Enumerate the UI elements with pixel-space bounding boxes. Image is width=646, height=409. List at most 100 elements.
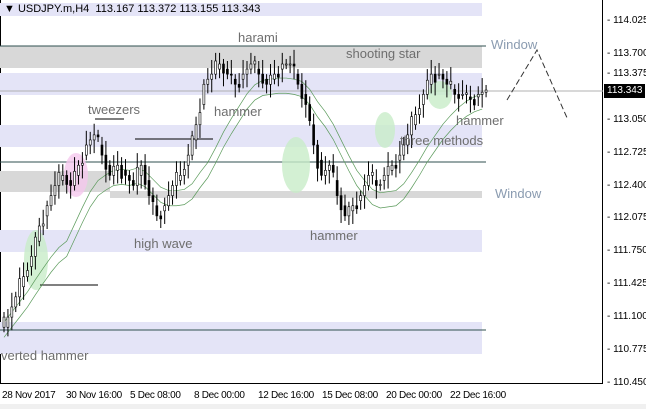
pattern-highlight <box>282 137 310 193</box>
moving-average <box>3 92 483 338</box>
candle-body <box>96 134 100 138</box>
candle-body <box>85 144 88 156</box>
candle-body <box>249 63 253 70</box>
candle-body <box>135 166 139 186</box>
candle-body <box>37 225 41 242</box>
candle-body <box>116 164 119 171</box>
candle-body <box>308 104 312 122</box>
candle-body <box>132 180 135 186</box>
candle-body <box>77 164 80 176</box>
label-window-mid: Window <box>495 186 542 201</box>
candle-body <box>382 175 386 181</box>
candle-body <box>484 89 488 93</box>
candle-body <box>139 164 143 176</box>
candle-body <box>363 185 366 196</box>
candle-body <box>335 180 339 196</box>
candle-body <box>261 73 264 84</box>
price-tick: - 110.450 <box>607 376 646 388</box>
price-tick: - 111.100 <box>607 311 646 323</box>
candle-body <box>237 83 241 88</box>
candle-body <box>324 170 327 176</box>
candle-body <box>171 185 174 196</box>
candle-body <box>18 278 21 298</box>
candle-body <box>292 63 296 67</box>
candle-body <box>316 144 319 169</box>
time-tick: 15 Dec 08:00 <box>322 390 378 401</box>
time-tick: 30 Nov 16:00 <box>66 390 122 401</box>
candle-body <box>41 223 45 227</box>
label-harami: harami <box>238 30 278 45</box>
candle-body <box>230 73 233 76</box>
candle-body <box>469 96 472 100</box>
candle-body <box>406 134 409 146</box>
candle-body <box>437 73 441 76</box>
candle-body <box>265 78 268 85</box>
candle-body <box>143 164 147 185</box>
candle-body <box>124 170 127 176</box>
price-tick: - 110.775 <box>607 344 646 355</box>
candle-body <box>328 164 331 171</box>
current-price-label: 113.343 <box>604 84 646 98</box>
candle-body <box>104 154 108 170</box>
chart-header: ▼ USDJPY.m,H4 113.167 113.372 113.155 11… <box>4 3 260 15</box>
candle-body <box>151 195 155 202</box>
candle-body <box>65 175 69 185</box>
candle-body <box>26 270 29 277</box>
pattern-highlight <box>24 230 48 290</box>
candle-body <box>155 205 159 217</box>
pattern-highlight <box>428 81 452 109</box>
candle-body <box>81 162 84 166</box>
zone-band <box>0 125 482 147</box>
moving-average <box>3 77 483 323</box>
candle-body <box>53 185 57 196</box>
candle-body <box>284 63 288 66</box>
candle-body <box>14 296 18 308</box>
label-tweezers: tweezers <box>88 102 141 117</box>
candle-body <box>214 60 217 75</box>
candle-body <box>222 63 225 74</box>
candle-body <box>147 180 151 196</box>
window-projection <box>506 48 569 121</box>
candle-body <box>394 164 398 169</box>
candle-body <box>233 78 237 85</box>
price-tick: - 112.075 <box>607 212 646 224</box>
time-tick: 20 Dec 00:00 <box>386 390 442 401</box>
candle-body <box>88 139 92 146</box>
triangle-down-icon[interactable]: ▼ <box>4 3 15 15</box>
candle-body <box>425 79 429 95</box>
candle-body <box>167 195 170 207</box>
candle-body <box>175 172 178 186</box>
zone-band <box>0 3 482 16</box>
candle-body <box>198 112 202 126</box>
price-tick: - 111.750 <box>607 245 646 257</box>
candle-body <box>226 68 229 75</box>
candle-body <box>429 73 433 85</box>
time-tick: 5 Dec 08:00 <box>130 390 181 401</box>
candle-body <box>277 73 280 78</box>
candle-body <box>241 73 245 80</box>
candle-body <box>320 159 323 176</box>
candle-body <box>245 68 249 75</box>
candle-body <box>473 99 476 106</box>
candle-body <box>100 144 104 156</box>
candle-body <box>371 172 374 176</box>
candle-body <box>92 134 96 141</box>
time-tick: 22 Dec 16:00 <box>450 390 506 401</box>
candle-body <box>253 60 257 65</box>
candle-body <box>6 316 10 328</box>
candle-body <box>218 63 221 70</box>
candle-body <box>339 195 343 211</box>
candle-body <box>449 80 453 85</box>
price-tick: - 112.725 <box>607 146 646 158</box>
candle-body <box>433 73 437 83</box>
candle-body <box>210 73 214 80</box>
candle-body <box>457 94 460 99</box>
candle-body <box>465 92 468 95</box>
candle-body <box>61 175 65 181</box>
candle-body <box>414 114 417 126</box>
candle-body <box>398 154 402 161</box>
candle-body <box>331 164 335 173</box>
candle-body <box>375 180 378 186</box>
pattern-highlight <box>64 153 88 197</box>
